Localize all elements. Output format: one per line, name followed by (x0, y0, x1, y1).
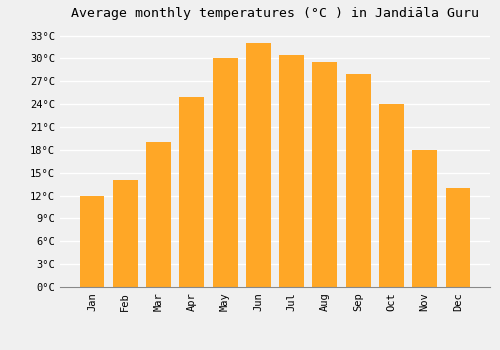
Bar (346, 74, 370, 287)
Bar (379, 104, 404, 287)
Bar (246, 43, 271, 287)
Bar (412, 150, 437, 287)
Bar (180, 97, 204, 287)
Bar (446, 188, 470, 287)
Bar (212, 58, 238, 287)
Bar (113, 180, 138, 287)
Bar (146, 142, 171, 287)
Bar (80, 196, 104, 287)
Bar (279, 55, 304, 287)
Bar (312, 62, 338, 287)
Title: Average monthly temperatures (°C ) in Jandiāla Guru: Average monthly temperatures (°C ) in Ja… (71, 7, 479, 20)
